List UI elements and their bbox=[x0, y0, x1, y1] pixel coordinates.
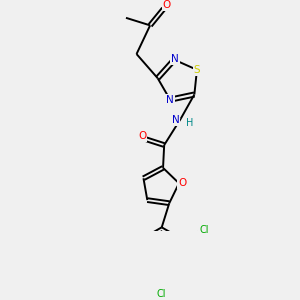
Text: O: O bbox=[138, 131, 146, 141]
Text: S: S bbox=[194, 65, 200, 75]
Text: N: N bbox=[172, 115, 179, 125]
Text: O: O bbox=[163, 0, 171, 10]
Text: H: H bbox=[186, 118, 194, 128]
Text: O: O bbox=[178, 178, 186, 188]
Text: Cl: Cl bbox=[157, 289, 166, 299]
Text: Cl: Cl bbox=[200, 225, 209, 235]
Text: N: N bbox=[171, 54, 179, 64]
Text: N: N bbox=[166, 95, 174, 105]
